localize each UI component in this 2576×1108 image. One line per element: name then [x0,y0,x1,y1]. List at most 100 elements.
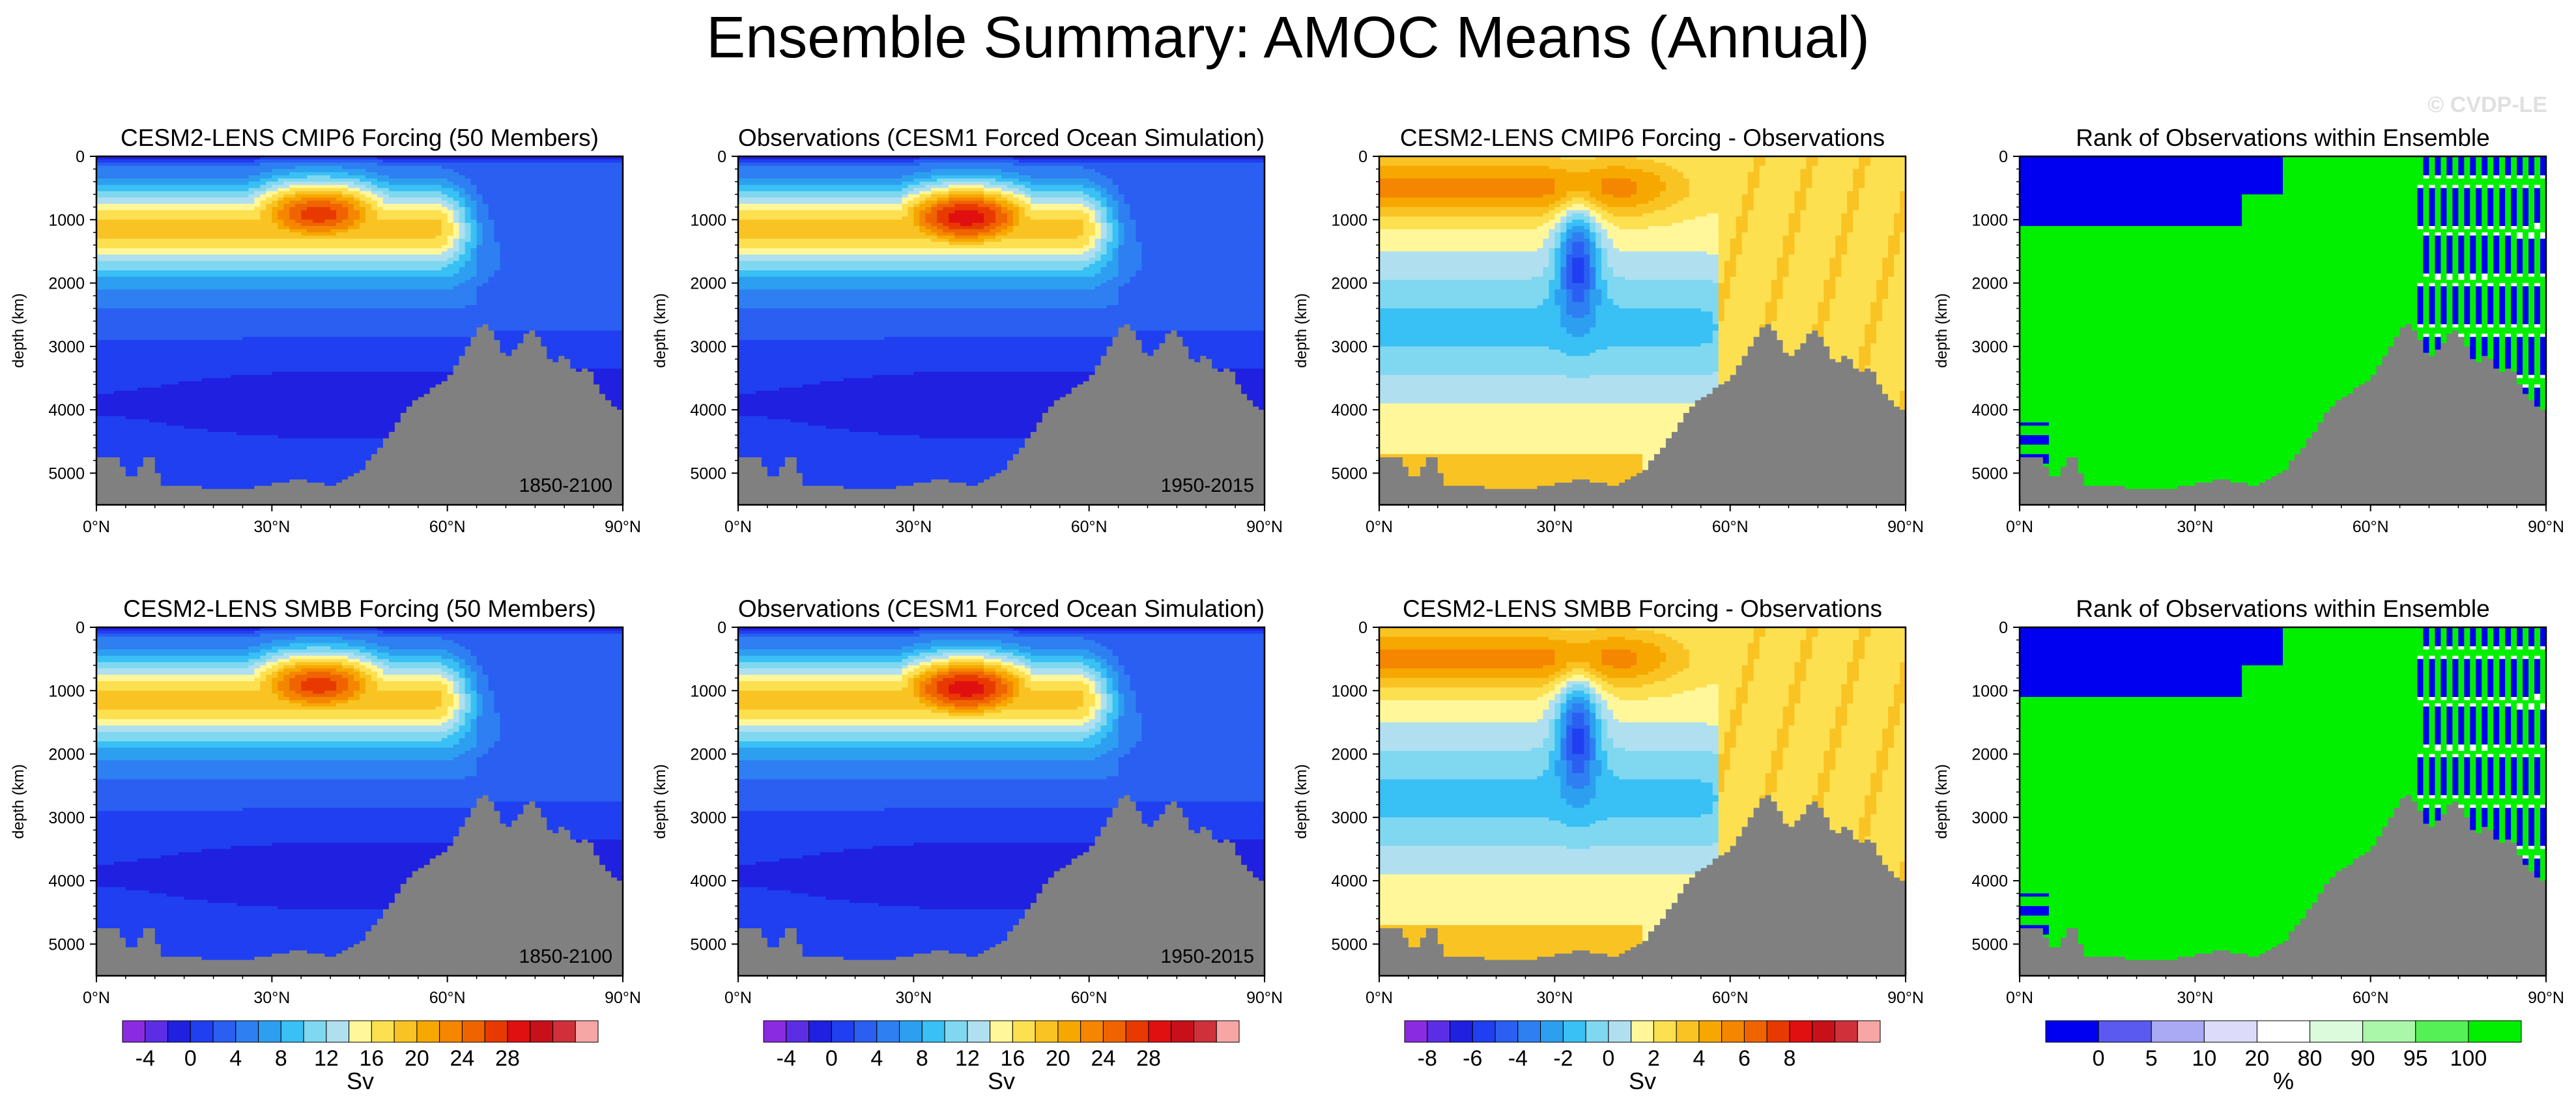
colorbar-swatch [507,1020,531,1043]
y-tick-label: 1000 [48,682,85,700]
colorbar-swatch [2415,1020,2469,1043]
y-axis-label: depth (km) [1293,764,1310,839]
colorbar-tick-label: -6 [1463,1046,1482,1071]
colorbar-swatch [944,1020,968,1043]
colorbar-swatch [1216,1020,1240,1043]
panel-title: Rank of Observations within Ensemble [2076,595,2489,622]
y-tick-label: 5000 [1331,935,1367,954]
panel-rank2: Rank of Observations within Ensemble 0 100… [1933,595,2564,1007]
y-tick-label: 0 [1999,619,2008,637]
colorbar-swatch [394,1020,418,1043]
panel-title: CESM2-LENS SMBB Forcing - Observations [1403,595,1882,622]
x-tick-label: 0°N [83,518,110,536]
colorbar-tick-label: 4 [1693,1046,1705,1071]
colorbar-swatch [575,1020,599,1043]
colorbar-tick-label: 12 [955,1046,980,1071]
colorbar-tick-label: 0 [184,1046,197,1071]
y-axis-label: depth (km) [10,293,27,368]
field-cells [1379,156,1906,505]
x-tick-label: 60°N [429,518,466,536]
colorbar-swatch [2045,1020,2099,1043]
colorbar-swatch [190,1020,214,1043]
colorbar-swatch [167,1020,191,1043]
colorbar-swatch [1171,1020,1194,1043]
y-tick-label: 0 [76,148,85,166]
y-tick-label: 4000 [48,401,85,419]
colorbar-tick-label: -4 [1508,1046,1528,1071]
x-tick-label: 90°N [1246,989,1283,1007]
y-tick-label: 4000 [690,401,726,419]
colorbar-tick-label: 6 [1738,1046,1751,1071]
y-tick-label: 0 [717,619,726,637]
x-tick-label: 60°N [2353,989,2389,1007]
colorbar-unit: Sv [988,1068,1015,1094]
colorbar-tick-label: 0 [825,1046,838,1071]
y-tick-label: 1000 [690,211,726,229]
colorbar-tick-label: -2 [1553,1046,1573,1071]
y-tick-label: 4000 [48,872,85,890]
colorbar-tick-label: 100 [2450,1046,2487,1071]
y-tick-label: 4000 [1971,872,2008,890]
colorbar-swatch [763,1020,787,1043]
colorbar-tick-label: 8 [916,1046,928,1071]
colorbar-swatch [1834,1020,1858,1043]
field-cells [2020,627,2547,976]
colorbar-swatch [349,1020,372,1043]
colorbar-tick-label: 24 [1091,1046,1116,1071]
colorbar-tick-label: 4 [229,1046,242,1071]
x-tick-label: 0°N [2006,989,2033,1007]
colorbar-swatch [1766,1020,1790,1043]
x-tick-label: 0°N [724,989,752,1007]
colorbar-tick-label: 20 [405,1046,429,1071]
colorbar-swatch [1035,1020,1059,1043]
colorbar-swatch [1404,1020,1428,1043]
colorbar-swatch [2098,1020,2152,1043]
x-tick-label: 90°N [605,989,641,1007]
y-tick-label: 5000 [690,464,726,483]
y-tick-label: 2000 [690,746,726,764]
colorbar-swatch [2256,1020,2311,1043]
colorbar-swatch [1057,1020,1081,1043]
y-tick-label: 3000 [1331,809,1367,827]
colorbar-swatch [2468,1020,2522,1043]
y-tick-label: 0 [1358,148,1367,166]
colorbar-swatch [1653,1020,1677,1043]
colorbar-swatch [967,1020,991,1043]
field-cells [96,627,623,976]
panel-diff1: CESM2-LENS CMIP6 Forcing - Observations 0… [1293,124,1924,536]
colorbar-swatch [326,1020,350,1043]
colorbar-cb1: -4 0 4 8 12 16 20 24 28 Sv [122,1020,599,1094]
period-label: 1850-2100 [519,946,612,967]
x-tick-label: 60°N [1071,518,1108,536]
y-axis-label: depth (km) [651,764,669,839]
y-tick-label: 1000 [1971,211,2008,229]
colorbar-tick-label: 80 [2298,1046,2323,1071]
colorbar-swatch [530,1020,553,1043]
colorbar-swatch [2362,1020,2416,1043]
colorbar-tick-label: 5 [2145,1046,2158,1071]
x-tick-label: 30°N [895,518,932,536]
y-tick-label: 0 [76,619,85,637]
colorbar-tick-label: -4 [777,1046,796,1071]
x-tick-label: 30°N [2177,518,2213,536]
colorbar-swatch [876,1020,900,1043]
colorbar-tick-label: 12 [314,1046,339,1071]
colorbar-swatch [122,1020,146,1043]
y-tick-label: 3000 [690,338,726,356]
colorbar-swatch [1125,1020,1149,1043]
panel-title: Observations (CESM1 Forced Ocean Simulat… [738,595,1265,622]
panel-obs2: Observations (CESM1 Forced Ocean Simulat… [651,595,1283,1007]
colorbar-cb2: -4 0 4 8 12 16 20 24 28 Sv [763,1020,1240,1094]
colorbar-swatch [1608,1020,1632,1043]
x-tick-label: 0°N [724,518,752,536]
colorbar-tick-label: 0 [1602,1046,1614,1071]
colorbar-tick-label: 8 [275,1046,287,1071]
colorbar-swatch [1012,1020,1036,1043]
colorbar-swatch [1450,1020,1473,1043]
colorbar-swatch [831,1020,855,1043]
colorbar-unit: Sv [347,1068,374,1094]
colorbar-swatch [899,1020,923,1043]
x-tick-label: 60°N [1712,989,1749,1007]
x-tick-label: 90°N [605,518,641,536]
